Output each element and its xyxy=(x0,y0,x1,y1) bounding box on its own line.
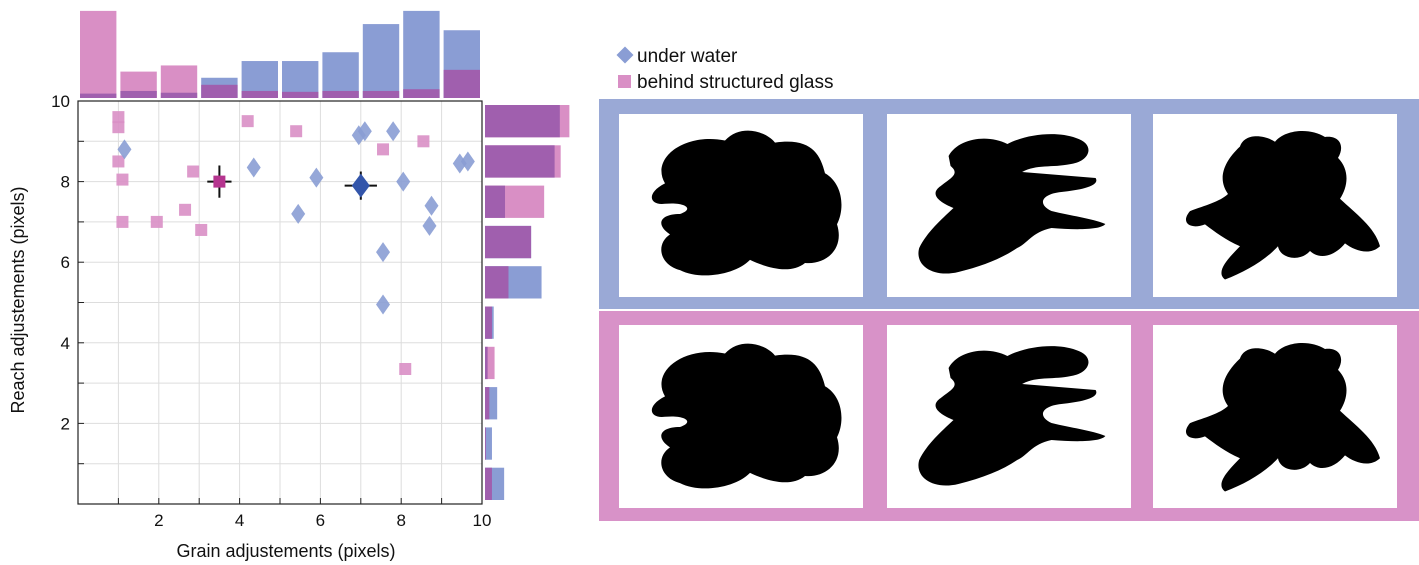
x-tick-label: 4 xyxy=(235,511,244,530)
glass-point xyxy=(399,362,412,375)
data-points xyxy=(112,111,475,375)
legend-water-diamond-icon xyxy=(616,46,634,64)
y-tick-label: 4 xyxy=(61,334,70,353)
x-tick-label: 6 xyxy=(316,511,325,530)
top-hist-overlap-bar xyxy=(160,92,198,98)
top-hist-glass-bar xyxy=(160,65,198,98)
grid-lines xyxy=(78,101,482,504)
y-tick-label: 10 xyxy=(51,92,70,111)
right-hist-overlap-bar xyxy=(485,346,488,380)
glass-point xyxy=(112,155,125,168)
top-hist-overlap-bar xyxy=(322,90,359,98)
water-point xyxy=(396,171,411,192)
right-hist-overlap-bar xyxy=(485,306,492,339)
image-panels xyxy=(599,99,1419,521)
legend-glass-square-icon xyxy=(618,75,631,88)
right-hist-overlap-bar xyxy=(485,467,492,500)
water-point xyxy=(376,242,391,263)
y-tick-label: 2 xyxy=(61,414,70,433)
y-axis-label: Reach adjustements (pixels) xyxy=(8,186,28,413)
glass-point xyxy=(116,173,129,186)
right-hist-overlap-bar xyxy=(485,266,509,299)
water-point xyxy=(376,294,391,315)
mean-markers xyxy=(207,165,377,200)
glass-point xyxy=(112,121,125,134)
x-tick-label: 2 xyxy=(154,511,163,530)
top-hist-overlap-bar xyxy=(201,84,238,98)
water-point xyxy=(117,139,132,160)
right-hist-glass-bar xyxy=(485,346,495,380)
axis-ticks: 2 4 6 8 10 2 4 6 8 10 xyxy=(51,92,491,530)
glass-mean xyxy=(213,175,226,188)
right-hist-overlap-bar xyxy=(485,185,506,218)
right-hist-overlap-bar xyxy=(485,387,490,420)
water-mean xyxy=(351,173,370,198)
right-hist-overlap-bar xyxy=(485,145,555,178)
y-tick-label: 8 xyxy=(61,173,70,192)
top-hist-overlap-bar xyxy=(362,90,400,98)
water-point xyxy=(357,121,372,142)
right-hist-overlap-bar xyxy=(485,427,486,460)
top-hist-overlap-bar xyxy=(282,91,319,98)
water-point xyxy=(460,151,475,172)
right-hist-overlap-bar xyxy=(485,225,532,259)
glass-point xyxy=(290,125,303,138)
top-hist-overlap-bar xyxy=(120,90,157,98)
scatter-plot: 2 4 6 8 10 2 4 6 8 10 xyxy=(51,92,491,530)
ink-blob-image xyxy=(651,130,842,276)
glass-point xyxy=(377,143,390,156)
water-point xyxy=(424,195,439,216)
ink-blob-image xyxy=(651,343,842,489)
glass-point xyxy=(241,115,254,128)
top-hist-water-bar xyxy=(362,24,400,98)
glass-point xyxy=(179,203,192,216)
glass-point xyxy=(417,135,430,148)
water-point xyxy=(422,215,437,236)
right-hist-water-bar xyxy=(485,427,492,460)
glass-point xyxy=(112,111,125,124)
legend: under water behind structured glass xyxy=(616,46,833,93)
legend-glass-label: behind structured glass xyxy=(637,72,833,93)
glass-point xyxy=(195,223,208,236)
top-hist-glass-bar xyxy=(80,10,117,99)
top-hist-water-bar xyxy=(322,52,359,98)
top-hist-water-bar xyxy=(403,10,440,99)
top-hist-overlap-bar xyxy=(80,93,117,98)
x-tick-label: 10 xyxy=(473,511,492,530)
top-hist-overlap-bar xyxy=(241,90,278,98)
glass-point xyxy=(116,215,129,228)
x-tick-label: 8 xyxy=(396,511,405,530)
y-tick-label: 6 xyxy=(61,253,70,272)
top-marginal-histogram xyxy=(80,10,480,99)
water-point xyxy=(386,121,401,142)
top-hist-overlap-bar xyxy=(443,69,480,98)
right-hist-overlap-bar xyxy=(485,105,560,138)
legend-water-label: under water xyxy=(637,46,738,67)
top-hist-overlap-bar xyxy=(403,89,440,98)
water-point xyxy=(291,203,306,224)
glass-point xyxy=(150,215,163,228)
water-point xyxy=(246,157,261,178)
x-axis-label: Grain adjustements (pixels) xyxy=(176,541,395,561)
water-point xyxy=(309,167,324,188)
glass-point xyxy=(187,165,200,178)
right-marginal-histogram xyxy=(485,105,570,500)
